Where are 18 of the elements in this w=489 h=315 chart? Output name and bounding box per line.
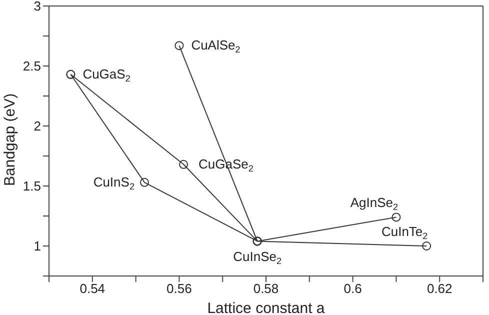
y-tick-label: 1.5 [22,178,41,194]
y-axis-title: Bandgap (eV) [1,93,18,186]
annotation: CuInSe$_{2}$ [233,249,282,266]
y-tick-label: 2.5 [22,58,41,74]
annotation: CuGaS$_{2}$ [82,66,130,84]
x-tick-label: 0.58 [253,281,279,296]
annotation: CuInS$_{2}$ [93,174,134,192]
x-axis-title: Lattice constant a [207,300,326,315]
y-tick-label: 1 [34,238,41,254]
x-tick-label: 0.54 [80,281,106,296]
annotation: AgInSe$_{2}$ [350,195,398,212]
x-tick-label: 0.56 [166,281,192,296]
x-tick-label: 0.6 [344,281,362,296]
x-tick-label: 0.62 [426,281,452,296]
annotation: CuInTe$_{2}$ [381,224,428,241]
annotation: CuAlSe$_{2}$ [191,38,240,54]
y-tick-label: 3 [34,0,41,14]
y-tick-label: 2 [34,118,41,134]
